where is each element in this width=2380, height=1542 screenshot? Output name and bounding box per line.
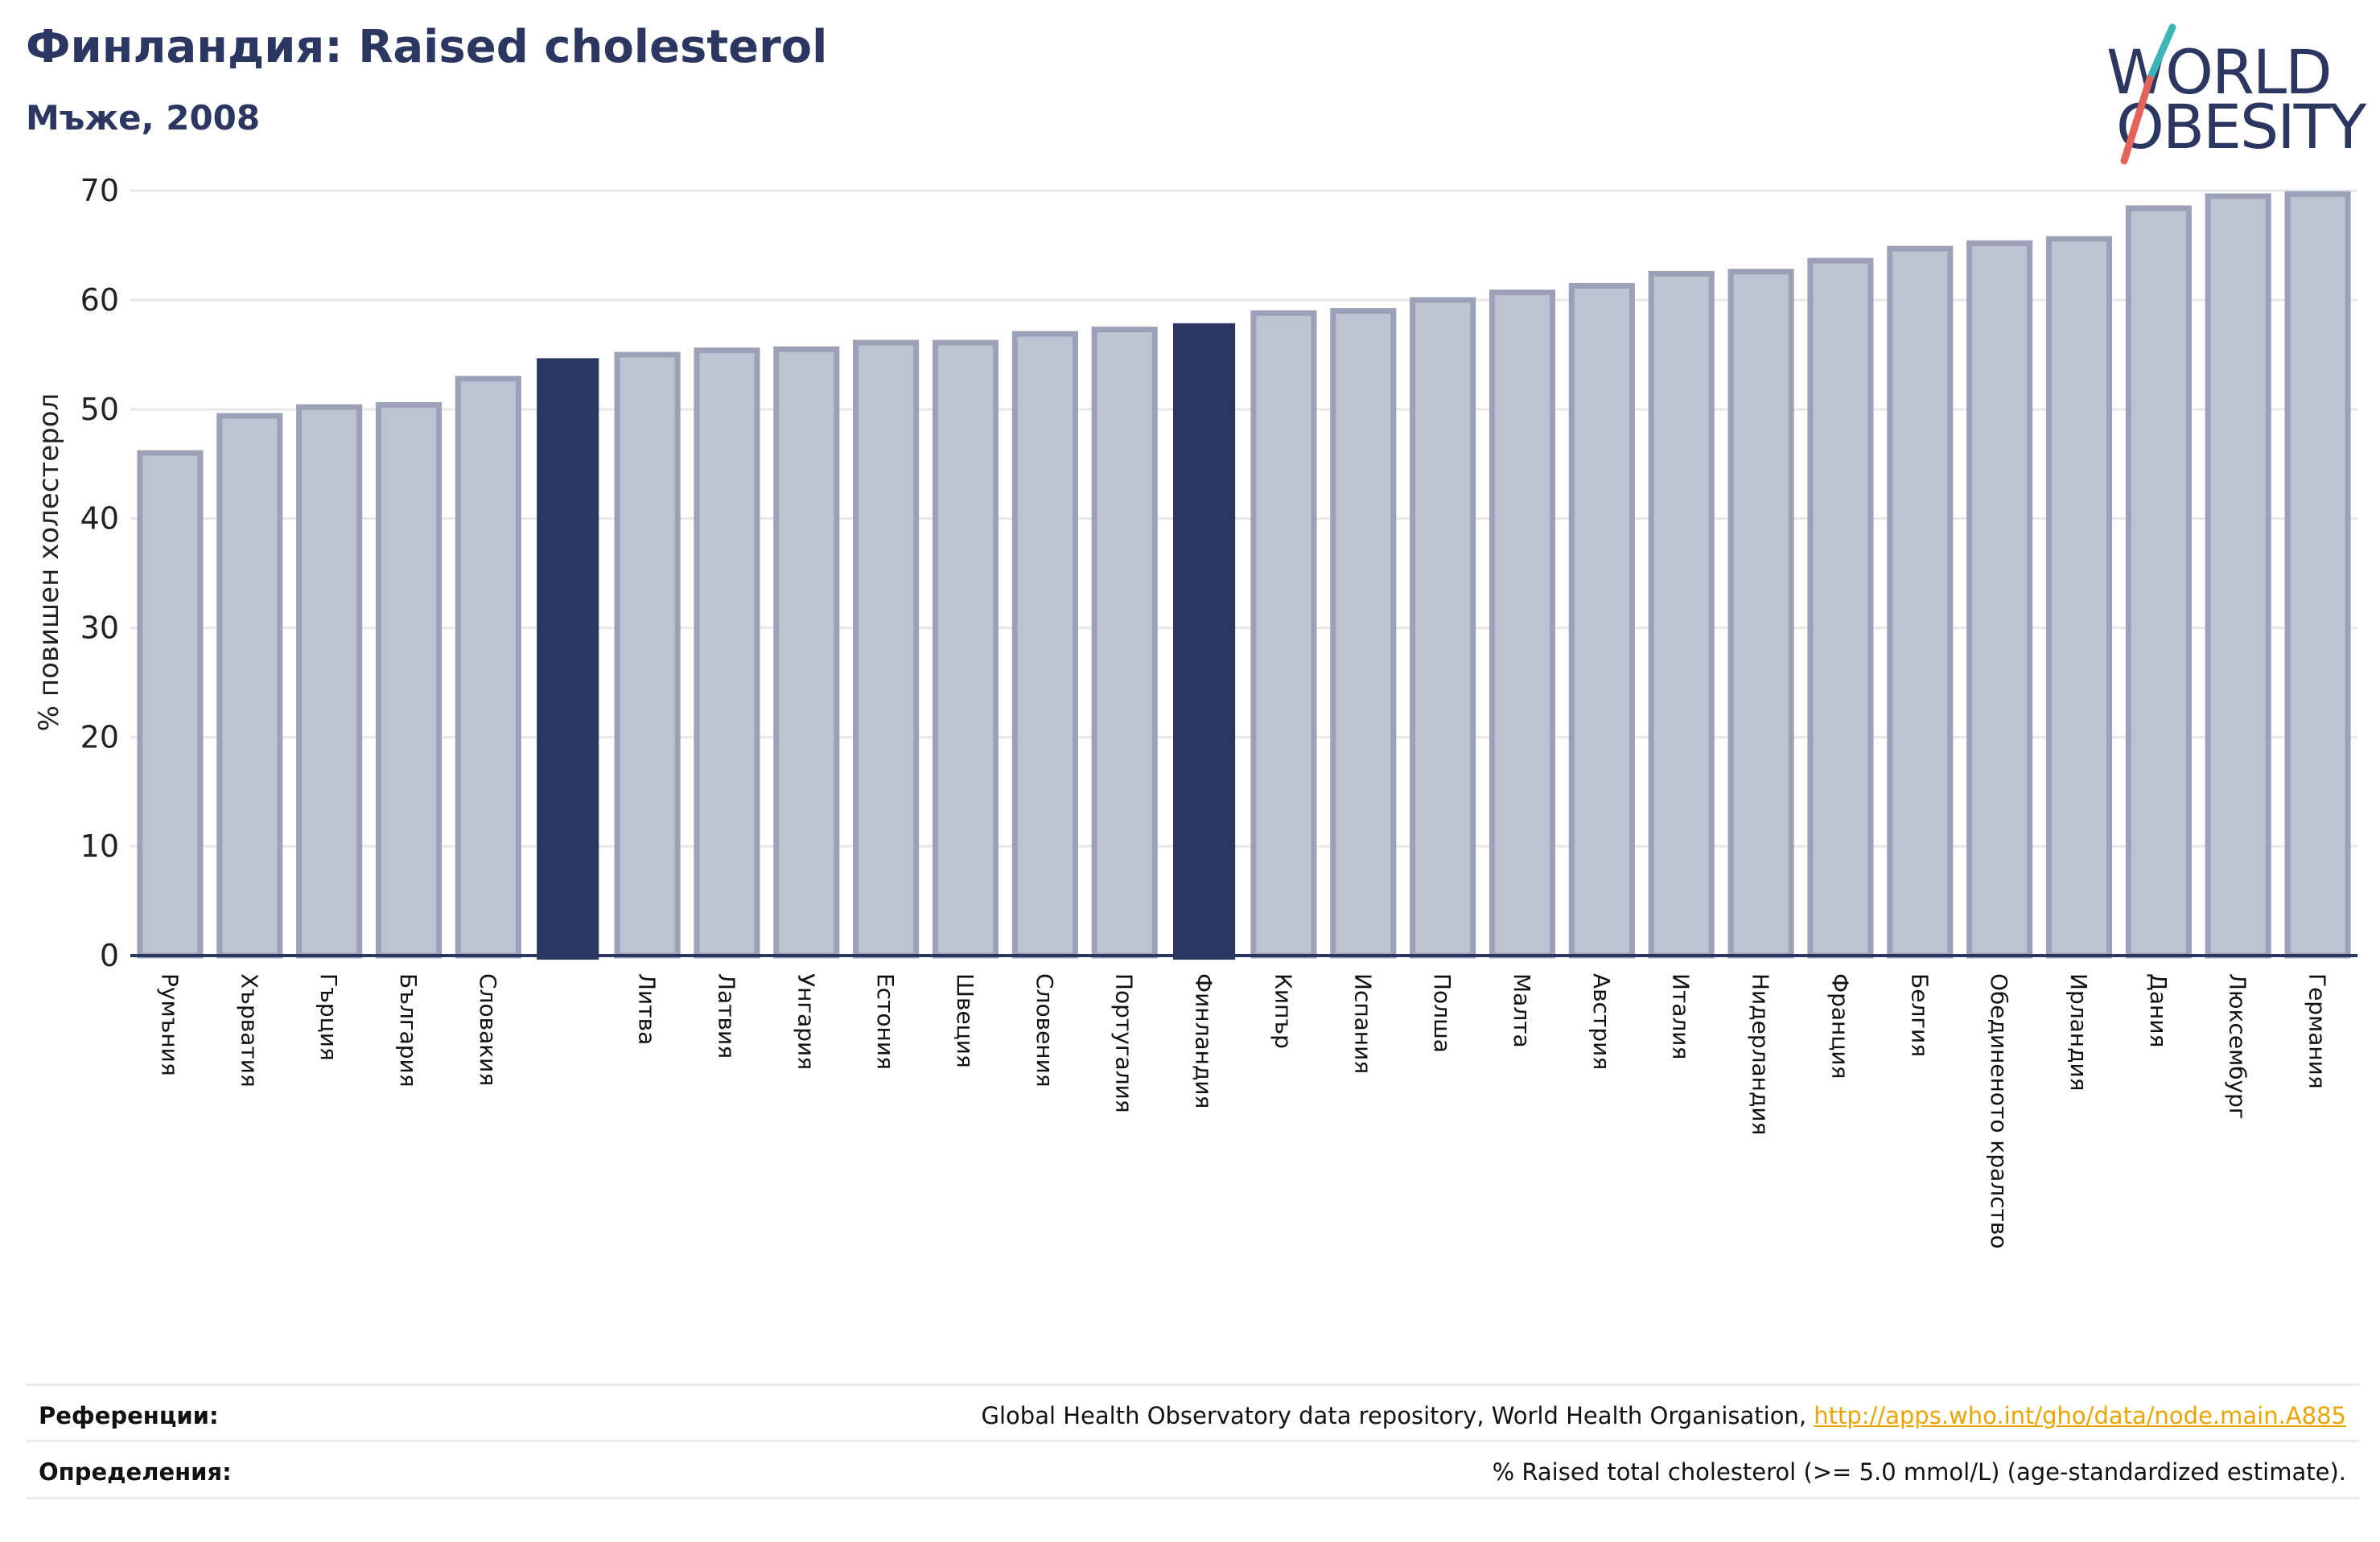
bar [2125,205,2192,959]
bar [2205,193,2271,959]
x-tick-label: Полша [1429,973,1456,1053]
bar [1410,297,1476,959]
references-row: Референции: Global Health Observatory da… [26,1384,2359,1441]
logo-slash-icon [2120,23,2176,165]
bar [1807,257,1874,959]
bar [1727,269,1794,959]
world-obesity-logo: WORLD OBESITY [2092,23,2366,167]
bar [1011,331,1078,959]
x-tick-label: Унгария [793,973,819,1070]
y-tick-label: 70 [80,173,119,208]
bar [932,339,999,959]
x-tick-label: Обединеното кралство [1986,973,2012,1248]
references-text: Global Health Observatory data repositor… [981,1402,1814,1429]
x-tick-label: Словения [1031,973,1058,1088]
y-tick-label: 20 [80,719,119,755]
definitions-value: % Raised total cholesterol (>= 5.0 mmol/… [1492,1458,2346,1486]
x-tick-label: Словакия [475,973,501,1086]
x-tick-label: Австрия [1588,973,1615,1070]
bar-highlighted [537,358,599,960]
bar [1330,308,1397,959]
x-tick-label: Хърватия [236,973,262,1088]
x-tick-label: Швеция [952,973,978,1068]
y-tick-label: 60 [80,282,119,318]
bar-chart: 0 10 20 30 40 50 60 70 % повишен холестерол Румън… [33,173,2357,1248]
references-link[interactable]: http://apps.who.int/gho/data/node.main.A… [1814,1402,2346,1429]
bar [1091,327,1158,959]
x-tick-label: Малта [1509,973,1535,1048]
bar [694,347,760,959]
y-tick-label: 40 [80,501,119,537]
bar [853,339,920,959]
y-tick-label: 50 [80,392,119,427]
bar [375,401,443,959]
bar [1966,240,2033,959]
x-tick-label: Белгия [1906,973,1933,1057]
references-label: Референции: [39,1402,219,1429]
x-tick-label: Нидерландия [1748,973,1774,1135]
definitions-row: Определения: % Raised total cholesterol … [26,1440,2359,1499]
x-tick-label: Португалия [1111,973,1138,1113]
y-tick-label: 10 [80,829,119,864]
bar [1568,282,1635,959]
bar-highlighted [1173,323,1236,960]
x-tick-label: Германия [2304,973,2331,1089]
x-tick-label: Италия [1668,973,1694,1059]
x-tick-label: Естония [872,973,899,1070]
x-tick-label: Кипър [1270,973,1296,1049]
x-tick-label: Дания [2145,973,2172,1047]
bar [614,352,681,959]
logo-line-2: OBESITY [2116,91,2366,162]
bar [216,413,283,959]
x-tick-label: Литва [634,973,661,1045]
x-tick-label: Латвия [713,973,739,1059]
x-tick-label: Испания [1349,973,1376,1074]
x-tick-label: Румъния [156,973,183,1076]
x-tick-label: Гърция [315,973,342,1061]
bar [2045,236,2113,959]
references-value: Global Health Observatory data repositor… [982,1402,2346,1429]
y-tick-label: 30 [80,611,119,646]
bar [1887,245,1954,959]
bar [137,450,204,959]
bar [2284,191,2351,959]
x-tick-label: България [395,973,422,1088]
x-tick-label: Финландия [1191,973,1217,1108]
y-axis-label: % повишен холестерол [33,393,65,731]
bar [296,404,363,959]
bar [455,376,521,959]
bar [1489,289,1556,959]
page-title: Финландия: Raised cholesterol [26,21,828,73]
x-tick-label: Люксембург [2225,973,2251,1120]
y-tick-label: 0 [100,938,119,973]
definitions-label: Определения: [39,1458,232,1486]
x-tick-label: Ирландия [2065,973,2092,1091]
bar [1250,310,1317,959]
x-tick-label: Франция [1826,973,1853,1079]
bar [1648,270,1715,959]
bar [773,346,840,959]
page-subtitle: Мъже, 2008 [26,98,261,138]
